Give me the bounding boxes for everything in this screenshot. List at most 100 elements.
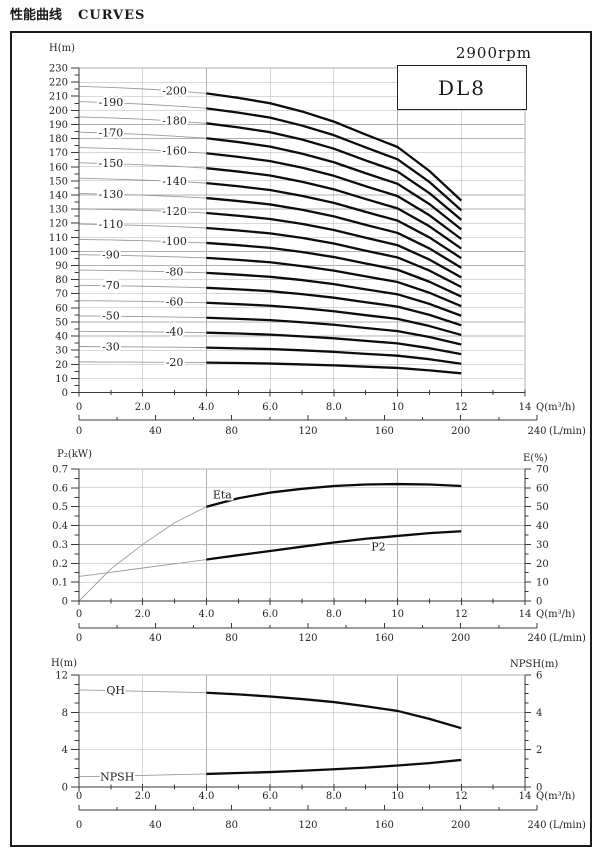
head-lpm-axis [78, 415, 538, 421]
model-box: DL8 [397, 65, 527, 110]
curve--60 [206, 301, 462, 337]
x-tick-label: 6.0 [262, 402, 278, 413]
curve-thin-P2 [78, 559, 207, 577]
lpm-tick-label: 160 [375, 820, 394, 831]
lpm-tick-label: 0 [76, 426, 82, 437]
y-tick-label: 60 [55, 303, 68, 314]
lpm-tick-label: 0 [76, 633, 82, 644]
x-axis-title: Q(m³/h) [536, 609, 575, 620]
qh_npsh-ticks [71, 674, 531, 791]
head-curve-labels: -20 -30 -40 -50 -60 -70 -80 -90 -100 -110 -120 -130… [96, 82, 188, 370]
curve--200 [206, 92, 463, 202]
y-tick-label: 220 [49, 78, 68, 89]
y-tick-label: 10 [55, 374, 68, 385]
lpm-tick-label: 240 [527, 633, 546, 644]
lpm-tick-label: 120 [298, 426, 317, 437]
power-curve-labels: Eta P2 [211, 486, 388, 555]
curve-label--90: -90 [102, 249, 120, 262]
head-chart: -20 -30 -40 -50 -60 -70 -80 -90 -100 -110 -120 -130… [49, 43, 586, 437]
curve-label-Eta: Eta [213, 488, 232, 501]
y2-tick-label: 2 [536, 745, 542, 756]
x-tick-label: 0 [76, 402, 82, 413]
lpm-tick-label: 240 [527, 820, 546, 831]
lpm-axis-title: (L/min) [549, 633, 586, 644]
curve--30 [206, 346, 462, 365]
x-tick-label: 12 [455, 609, 468, 620]
lpm-tick-label: 80 [225, 820, 238, 831]
power-curves [78, 482, 462, 602]
curve-label--150: -150 [98, 157, 123, 170]
x-axis-title: Q(m³/h) [536, 402, 575, 413]
y-tick-label: 0.2 [52, 559, 68, 570]
curve-thin-NPSH [78, 773, 207, 778]
y-tick-label: 160 [49, 162, 68, 173]
x-tick-label: 14 [519, 609, 532, 620]
curve-thin--160 [78, 147, 207, 154]
x-tick-label: 14 [519, 402, 532, 413]
lpm-tick-label: 80 [225, 426, 238, 437]
x-tick-label: 4.0 [198, 609, 214, 620]
y-tick-label: 150 [49, 176, 68, 187]
y-tick-label: 140 [49, 190, 68, 201]
lpm-tick-label: 200 [451, 426, 470, 437]
curve--150 [206, 167, 462, 250]
power-lpm-axis [78, 623, 538, 629]
curve--140 [206, 181, 462, 260]
y-tick-label: 230 [49, 64, 68, 75]
lpm-tick-label: 200 [451, 820, 470, 831]
curve-thin--40 [78, 330, 207, 334]
y2-tick-label: 0 [536, 783, 542, 794]
lpm-axis-title: (L/min) [549, 426, 586, 437]
x-tick-label: 0 [76, 609, 82, 620]
curve-label--80: -80 [166, 265, 184, 278]
curve-thin--170 [78, 131, 207, 139]
curve-label-P2: P2 [371, 541, 385, 554]
y-tick-label: 0 [62, 388, 68, 399]
curve-Eta [206, 482, 462, 508]
y-tick-label: 30 [55, 346, 68, 357]
curve-thin--130 [78, 192, 207, 199]
y2-tick-label: 4 [536, 708, 542, 719]
lpm-tick-label: 120 [298, 633, 317, 644]
curve-thin--30 [78, 346, 207, 349]
y-tick-label: 170 [49, 148, 68, 159]
curve--170 [206, 137, 463, 231]
curve-label--110: -110 [98, 218, 123, 231]
qh_npsh-lpm-axis [78, 805, 538, 811]
curve-label--200: -200 [162, 84, 187, 97]
curve-label--120: -120 [162, 205, 187, 218]
y-tick-label: 200 [49, 106, 68, 117]
y-tick-label: 0.4 [52, 521, 68, 532]
curve-thin--190 [78, 101, 207, 109]
y-tick-label: 4 [62, 745, 68, 756]
x-tick-label: 10 [391, 791, 404, 802]
y-tick-label: 70 [55, 289, 68, 300]
lpm-tick-label: 160 [375, 426, 394, 437]
curve-thin--150 [78, 162, 207, 169]
curve-label--180: -180 [162, 115, 187, 128]
y-tick-label: 90 [55, 261, 68, 272]
y2-tick-label: 0 [536, 597, 542, 608]
y-tick-label: 40 [55, 332, 68, 343]
lpm-tick-label: 40 [149, 633, 162, 644]
curve--120 [206, 211, 462, 279]
y-tick-label: 0 [62, 783, 68, 794]
curve-thin--110 [78, 223, 207, 229]
curve-thin--90 [78, 254, 207, 259]
lpm-tick-label: 240 [527, 426, 546, 437]
curve-thin--20 [78, 361, 207, 364]
x-tick-label: 14 [519, 791, 532, 802]
y-tick-label: 0.6 [52, 483, 68, 494]
curve-label-QH: QH [106, 684, 125, 697]
curve--70 [206, 286, 462, 327]
curve-label--60: -60 [166, 296, 184, 309]
y-tick-label: 0 [62, 597, 68, 608]
y-tick-label: 0.7 [52, 465, 68, 476]
lpm-tick-label: 160 [375, 633, 394, 644]
x-axis-title: Q(m³/h) [536, 791, 575, 802]
curve--180 [206, 122, 463, 221]
curve-label--70: -70 [102, 279, 120, 292]
x-tick-label: 4.0 [198, 402, 214, 413]
